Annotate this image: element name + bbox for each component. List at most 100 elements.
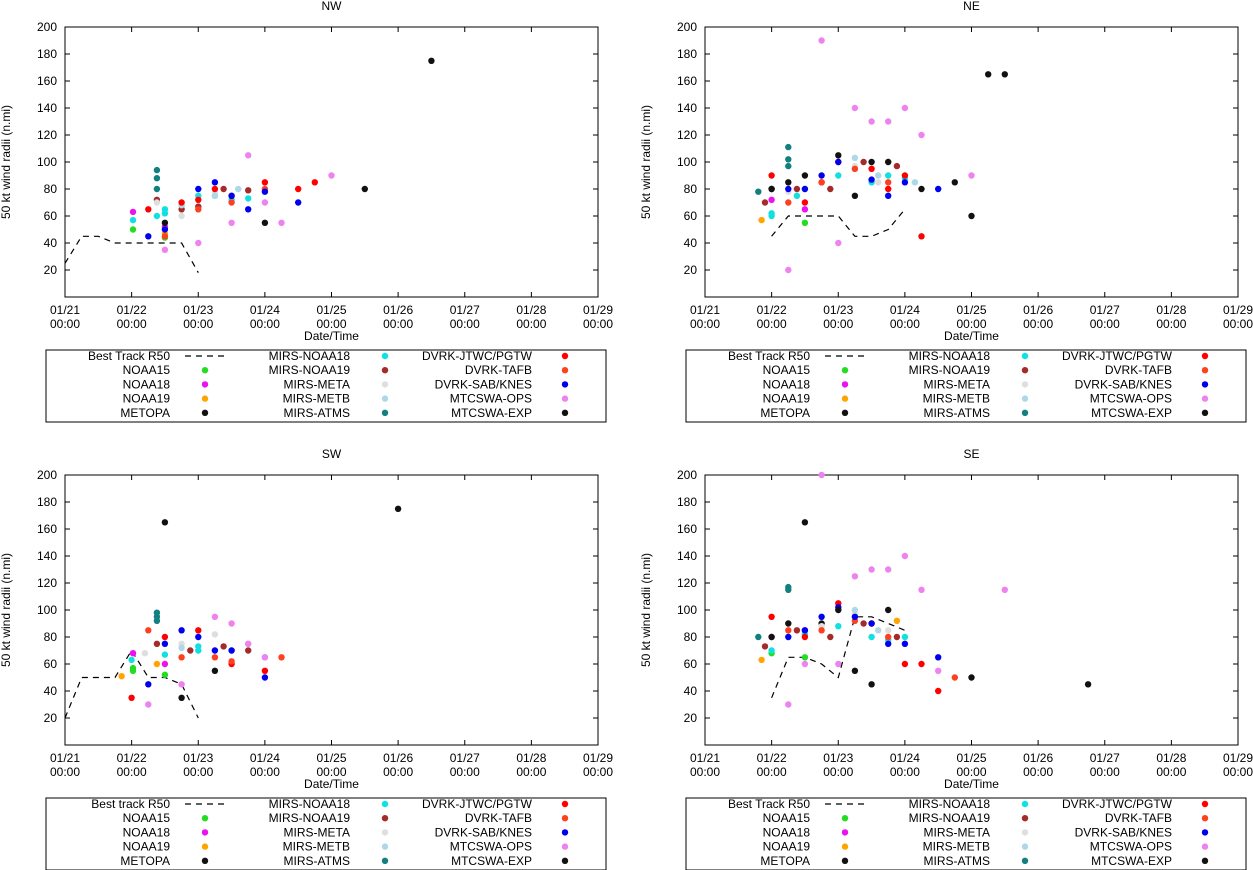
data-point-mtcswa-exp	[161, 519, 169, 526]
legend-label-noaa15: NOAA15	[763, 811, 811, 825]
series-mtcswa-ops	[785, 37, 975, 274]
x-axis-label: Date/Time	[304, 329, 359, 343]
legend-marker-dvrk-tafb	[561, 815, 569, 822]
x-tick-label-date: 01/27	[1090, 303, 1120, 317]
data-point-dvrk-sab-knes	[801, 185, 809, 193]
legend-label-mtcswa-exp: MTCSWA-EXP	[451, 406, 532, 420]
y-tick-label: 160	[37, 74, 57, 88]
best-track-line	[771, 616, 906, 699]
data-point-mtcswa-ops	[818, 37, 825, 44]
y-tick-label: 80	[44, 630, 58, 644]
y-tick-label: 200	[677, 468, 697, 482]
data-point-mtcswa-exp	[1084, 681, 1092, 688]
series-mtcswa-exp	[768, 71, 1008, 220]
legend-marker-mirs-meta	[1021, 381, 1029, 388]
data-point-mirs-metb	[211, 192, 219, 199]
data-point-mtcswa-exp	[968, 674, 975, 681]
data-point-mtcswa-ops	[868, 118, 875, 125]
legend-marker-noaa15	[201, 815, 209, 822]
data-point-dvrk-sab-knes	[885, 640, 892, 647]
legend-label-best-track-r50: Best Track R50	[728, 797, 810, 811]
legend-marker-noaa15	[201, 367, 209, 374]
data-point-mirs-noaa18	[768, 212, 775, 220]
data-point-mirs-noaa19	[761, 199, 769, 206]
legend-label-noaa15: NOAA15	[123, 363, 171, 377]
data-point-dvrk-sab-knes	[145, 233, 152, 240]
data-point-mirs-atms	[785, 583, 792, 591]
legend-label-mtcswa-ops: MTCSWA-OPS	[1090, 840, 1172, 854]
data-point-dvrk-sab-knes	[835, 158, 842, 166]
data-point-mirs-metb	[875, 627, 882, 634]
data-point-noaa15	[129, 664, 137, 672]
y-axis-label: 50 kt wind radii (n.mi)	[639, 105, 653, 219]
chart-title: NW	[322, 0, 343, 13]
x-tick-label-time: 00:00	[1090, 765, 1120, 779]
legend-marker-noaa19	[201, 395, 209, 402]
series-dvrk-tafb	[785, 165, 892, 206]
x-tick-label-time: 00:00	[583, 765, 613, 779]
series-dvrk-tafb	[161, 185, 269, 240]
data-point-dvrk-jtwc-pgtw	[868, 165, 875, 172]
y-tick-label: 160	[677, 74, 697, 88]
legend-label-mirs-metb: MIRS-METB	[283, 392, 350, 406]
data-point-metopa	[178, 694, 185, 701]
data-point-mirs-meta	[885, 627, 892, 634]
data-point-noaa19	[118, 673, 125, 680]
legend-label-mtcswa-ops: MTCSWA-OPS	[450, 840, 532, 854]
series-mirs-atms	[755, 583, 792, 641]
legend-label-dvrk-jtwc-pgtw: DVRK-JTWC/PGTW	[422, 349, 533, 363]
data-point-dvrk-sab-knes	[785, 185, 792, 193]
x-tick-label-time: 00:00	[450, 317, 480, 331]
y-tick-label: 120	[677, 128, 697, 142]
x-tick-label-date: 01/21	[50, 303, 80, 317]
legend-marker-dvrk-sab-knes	[1201, 829, 1209, 836]
data-point-dvrk-sab-knes	[211, 647, 219, 654]
y-tick-label: 200	[37, 20, 57, 34]
legend-label-mirs-meta: MIRS-META	[924, 825, 990, 839]
x-tick-label-date: 01/25	[956, 751, 986, 765]
legend-marker-mirs-metb	[381, 843, 389, 850]
data-point-mirs-noaa19	[220, 185, 227, 193]
legend-label-noaa18: NOAA18	[123, 825, 171, 839]
legend-label-dvrk-sab-knes: DVRK-SAB/KNES	[1075, 377, 1172, 391]
series-mirs-atms	[755, 143, 792, 195]
y-tick-label: 60	[44, 657, 58, 671]
data-point-metopa	[785, 179, 792, 186]
y-tick-label: 60	[684, 209, 698, 223]
data-point-dvrk-jtwc-pgtw	[178, 199, 185, 206]
data-point-metopa	[161, 219, 169, 226]
x-tick-label-date: 01/29	[1223, 303, 1253, 317]
data-point-dvrk-sab-knes	[901, 640, 909, 647]
x-tick-label-time: 00:00	[50, 317, 80, 331]
series-dvrk-sab-knes	[145, 179, 302, 240]
data-point-mtcswa-exp	[918, 185, 925, 193]
x-tick-label-date: 01/25	[316, 751, 346, 765]
data-point-dvrk-sab-knes	[228, 647, 235, 654]
plot-frame	[704, 474, 1239, 746]
legend-label-metopa: METOPA	[120, 406, 170, 420]
data-point-mtcswa-ops	[228, 219, 235, 226]
legend-marker-mirs-meta	[381, 381, 389, 388]
data-point-mirs-meta	[153, 199, 161, 206]
series-noaa15	[801, 219, 809, 226]
legend-label-mirs-meta: MIRS-META	[924, 377, 990, 391]
legend-label-mirs-noaa18: MIRS-NOAA18	[269, 349, 351, 363]
data-point-mirs-atms	[785, 156, 792, 163]
x-tick-label-time: 00:00	[1090, 317, 1120, 331]
data-point-mtcswa-ops	[228, 620, 235, 627]
x-tick-label-date: 01/28	[1156, 751, 1186, 765]
legend-marker-dvrk-jtwc-pgtw	[561, 352, 569, 360]
x-tick-label-date: 01/23	[823, 751, 853, 765]
data-point-dvrk-sab-knes	[935, 654, 942, 661]
data-point-noaa18	[129, 208, 137, 216]
x-tick-label-date: 01/22	[117, 303, 147, 317]
x-tick-label-time: 00:00	[956, 765, 986, 779]
series-dvrk-sab-knes	[145, 627, 269, 688]
legend-marker-mirs-noaa19	[1021, 367, 1029, 374]
y-tick-label: 140	[677, 549, 697, 563]
legend-marker-mirs-noaa18	[381, 352, 389, 360]
y-tick-label: 60	[44, 209, 58, 223]
data-point-mtcswa-exp	[985, 71, 992, 78]
data-point-dvrk-sab-knes	[178, 627, 185, 634]
